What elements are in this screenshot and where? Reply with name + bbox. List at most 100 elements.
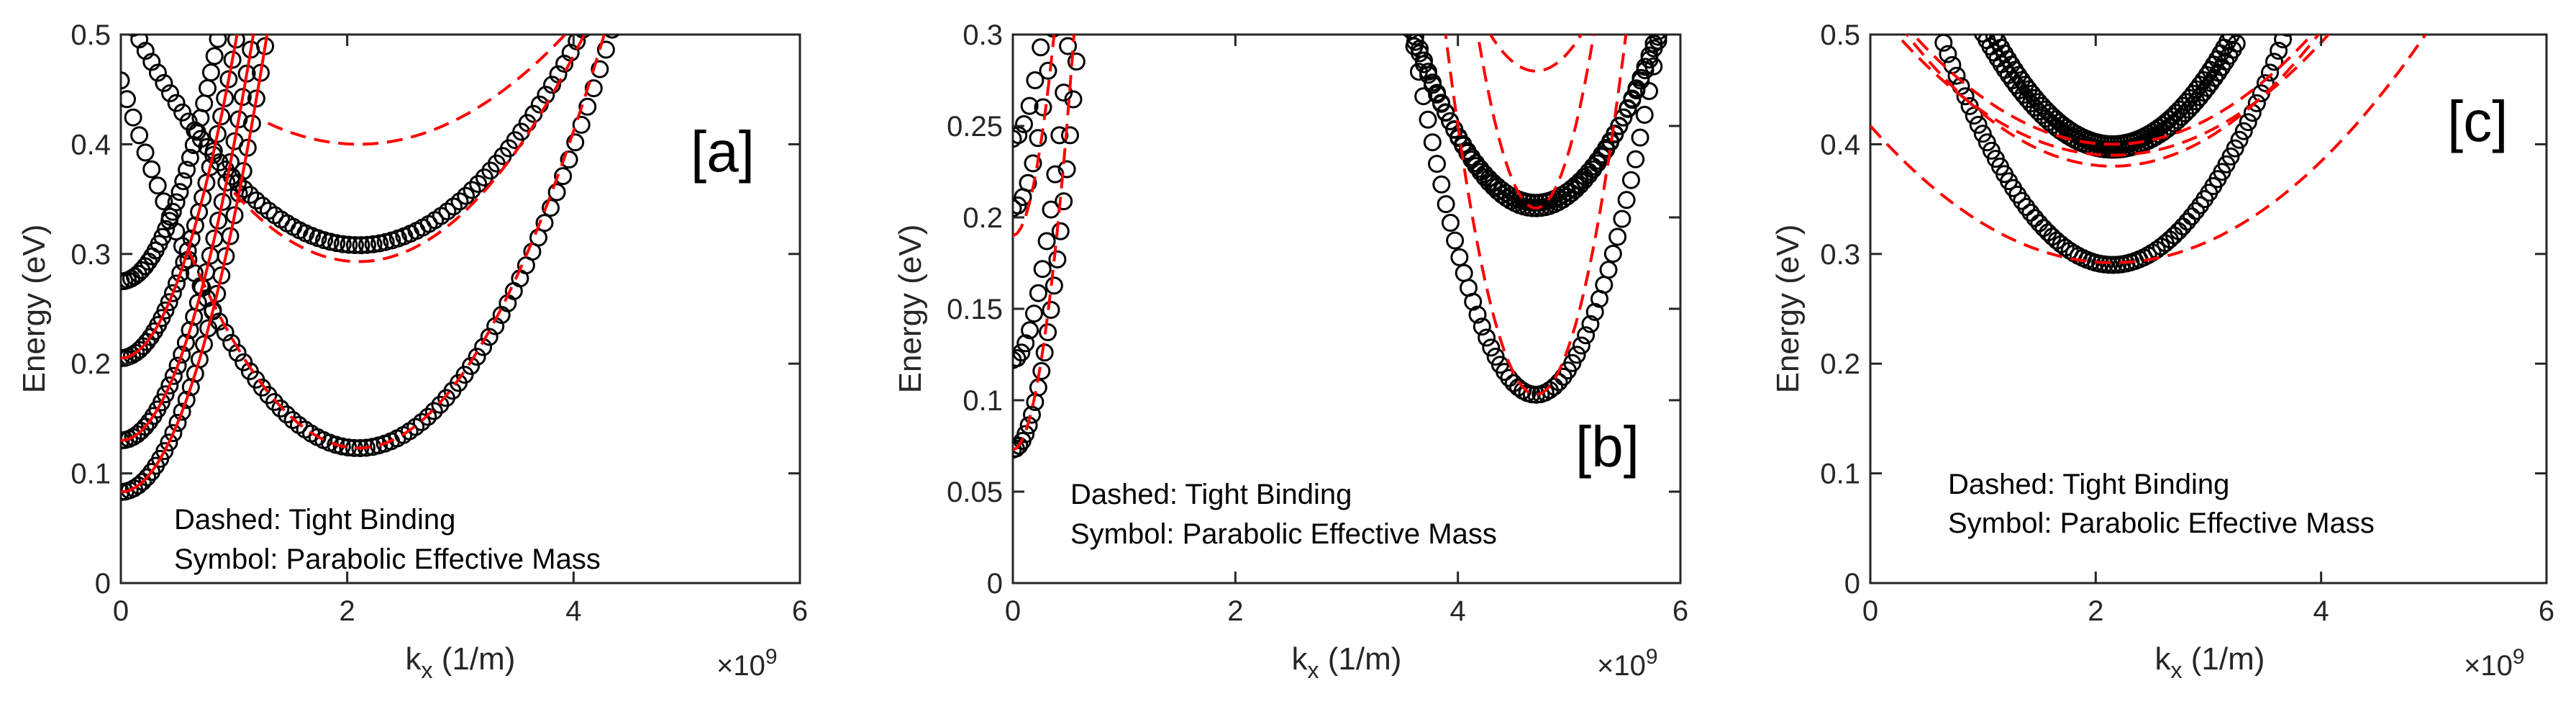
panel-b-em-point [1411,44,1429,63]
panel-a-em-point [468,348,486,366]
panel-b-em-point [1572,336,1590,355]
panel-b-x-axis-sub: x [1308,657,1319,683]
panel-b-em-point [1039,61,1057,80]
panel-b-label: [b] [1575,415,1639,479]
panel-b-em-point [1603,245,1622,263]
panel-a-em-point [168,356,187,375]
panel-a-em-point [219,70,238,89]
panel-a-y-ticks: 0 0.1 0.2 0.3 0.4 0.5 [70,19,800,600]
panel-a-label: [a] [691,119,755,184]
panel-a-em-point [160,376,179,394]
panel-b-em-point [1473,317,1491,336]
panel-a-series-tb-7 [232,35,586,263]
panel-b-em-point [1446,231,1465,250]
panel-a-em-point [178,241,197,260]
panel-b-em-point [1403,35,1419,40]
panel-b-em-point [1467,154,1485,173]
panel-c-x-exponent: ×109 [2464,645,2525,682]
panel-b-em-point [1406,35,1424,51]
panel-b-ytick-label: 0.25 [947,111,1003,143]
panel-b-em-point [1623,91,1642,109]
panel-b-em-point [1033,260,1052,279]
panel-b-em-point [1013,343,1031,362]
panel-b-em-point [1024,154,1042,173]
panel-a-em-point [186,216,204,235]
panel-a-em-point [168,274,186,293]
panel-b-series-tb-7 [1444,35,1628,397]
panel-a-em-point [167,94,186,112]
panel-b-em-point [1482,338,1501,357]
panel-b-series-tb-11 [1013,35,1056,238]
panel-a-em-point [209,35,227,48]
panel-b-em-point [1037,232,1056,251]
panel-a-em-point [358,235,376,254]
panel-b-em-point [1048,250,1067,268]
panel-a-em-point [424,402,443,420]
panel-a-em-point [138,468,156,487]
panel-c-em-point [2034,219,2053,238]
panel-b-em-point [1584,157,1603,176]
panel-a-em-point [184,136,203,154]
panel-a-em-point [160,212,178,230]
panel-b-em-point [1432,94,1451,113]
panel-a-em-point [171,264,190,283]
panel-a-legend-dashed: Dashed: Tight Binding [174,504,455,536]
panel-c-em-point [2270,42,2288,60]
panel-a-em-point [217,173,236,191]
panel-b-em-point [1567,346,1586,364]
panel-a-em-point [155,442,174,461]
panel-a-x-exponent: ×109 [716,645,778,682]
panel-a-em-point [212,107,231,126]
panel-a-em-point [168,413,187,432]
panel-b-x-exponent-base: ×10 [1597,650,1646,682]
panel-a-em-point [173,402,191,421]
panel-a-em-point [321,233,340,251]
panel-b-legend-symbol: Symbol: Parabolic Effective Mass [1070,518,1497,550]
panel-b-em-point [1029,129,1047,148]
panel-b-em-point [1032,361,1051,380]
panel-a-em-point [412,412,431,431]
panel-b-y-ticks: 0 0.05 0.1 0.15 0.2 0.25 0.3 [947,19,1680,600]
panel-c-series-tb-3 [1870,35,2428,265]
panel-a-em-point [163,284,182,302]
panel-b-em-point [1013,130,1022,148]
panel-b-ytick-label: 0.15 [947,294,1003,325]
panel-a-x-exponent-power: 9 [765,645,778,669]
panel-c-label: [c] [2447,89,2508,153]
panel-b-series-layer [1013,35,1667,459]
panel-a-em-point [201,158,219,176]
panel-c-legend-symbol: Symbol: Parabolic Effective Mass [1948,507,2375,539]
panel-c-em-point [1969,115,1988,134]
panel-a-em-point [524,104,543,123]
panel-a-em-point [199,319,218,338]
panel-b-xtick-label: 0 [1005,595,1021,627]
panel-b-em-point [1627,81,1646,100]
panel-b-em-point [1450,248,1469,266]
panel-a-em-point [327,234,346,253]
panel-b-em-point [1619,99,1637,118]
panel-c-y-ticks: 0 0.1 0.2 0.3 0.4 0.5 [1820,19,2547,600]
panel-c-em-point [2261,63,2279,82]
panel-b-em-point [1649,35,1667,46]
panel-a-em-point [222,153,240,171]
panel-b-series-em-4 [1013,37,1078,369]
panel-c-em-point [2226,139,2244,158]
panel-a-em-point [181,148,199,167]
panel-b-em-point [1635,106,1654,124]
panel-b-em-point [1039,323,1057,341]
panel-b-em-point [1545,377,1564,396]
panel-a-series-em-5 [121,35,227,291]
panel-c-xtick-label: 4 [2313,595,2329,627]
panel-a-em-point [201,63,220,82]
panel-b-em-point [1626,150,1645,168]
panel-b-x-axis-var: k [1292,641,1309,677]
panel-a-em-point [182,229,201,248]
panel-a-em-point [444,197,463,216]
panel-a-em-point [205,47,224,66]
panel-b-em-point [1034,98,1052,117]
panel-c-em-point [1973,125,1992,143]
panel-a-em-point [345,236,364,254]
panel-b-ytick-label: 0 [987,568,1003,600]
panel-b-xtick-label: 2 [1227,595,1243,627]
panel-c-series-tb-6 [1905,35,2321,168]
